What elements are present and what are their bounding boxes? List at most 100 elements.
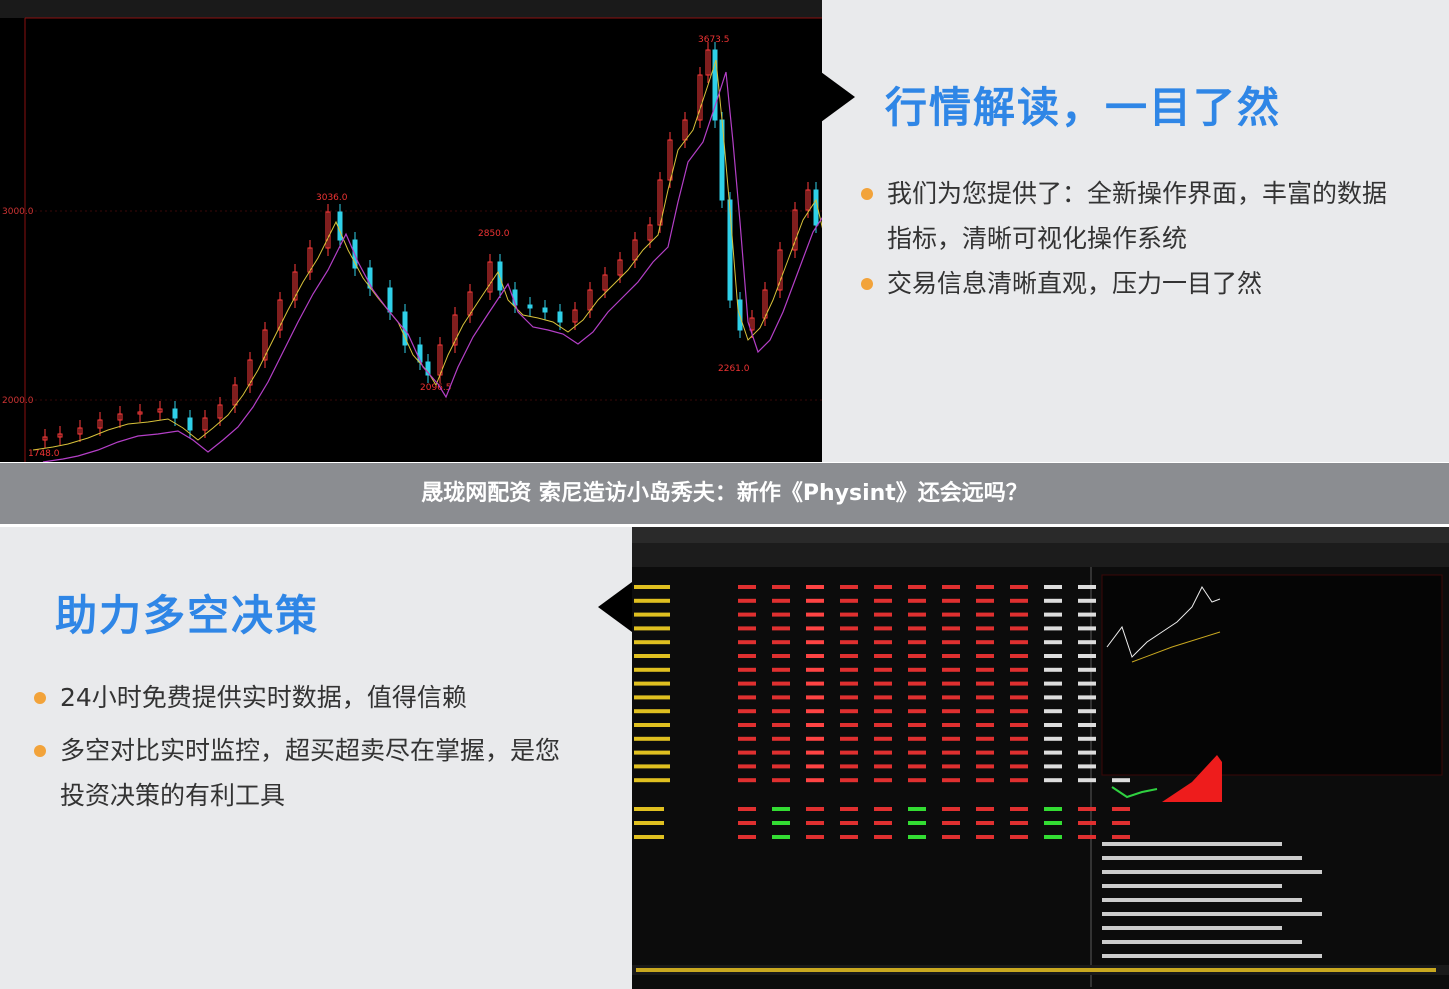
candle-body xyxy=(325,211,331,249)
bullet-text: 我们为您提供了：全新操作界面，丰富的数据 xyxy=(860,171,1387,216)
candle-body xyxy=(157,408,163,413)
cell xyxy=(1044,736,1062,741)
volume-area xyxy=(1162,755,1222,802)
cell xyxy=(1078,835,1096,839)
heading: 助力多空决策 xyxy=(55,591,320,640)
cell xyxy=(874,681,892,686)
cell xyxy=(840,807,858,811)
cell xyxy=(976,612,994,617)
candle-body xyxy=(117,413,123,421)
cell xyxy=(738,835,756,839)
cell xyxy=(840,764,858,769)
candle-body xyxy=(42,436,48,441)
cell xyxy=(1010,778,1028,783)
candle-body xyxy=(247,359,253,386)
cell xyxy=(634,821,664,825)
cell xyxy=(806,640,824,645)
cell xyxy=(806,695,824,700)
cell xyxy=(738,585,756,589)
cell xyxy=(908,821,926,825)
cell xyxy=(772,709,790,714)
cell xyxy=(634,778,670,783)
cell xyxy=(840,640,858,645)
cell xyxy=(1010,612,1028,617)
cell xyxy=(976,585,994,589)
cell xyxy=(772,598,790,603)
cell xyxy=(874,821,892,825)
candle-body xyxy=(387,287,393,313)
cell xyxy=(942,709,960,714)
cell xyxy=(1044,723,1062,727)
cell xyxy=(738,821,756,825)
cell xyxy=(840,585,858,589)
news-line xyxy=(1102,940,1302,944)
cell xyxy=(976,764,994,769)
cell xyxy=(806,723,824,727)
cell xyxy=(942,736,960,741)
cell xyxy=(1078,585,1096,589)
cell xyxy=(1010,835,1028,839)
cell xyxy=(1044,807,1062,811)
candle-body xyxy=(712,49,718,121)
cell xyxy=(738,764,756,769)
cell xyxy=(1010,807,1028,811)
cell xyxy=(772,807,790,811)
news-line xyxy=(1102,884,1282,888)
cell xyxy=(1078,626,1096,631)
cell xyxy=(738,598,756,603)
cell xyxy=(806,807,824,811)
cell xyxy=(634,807,664,811)
cell xyxy=(806,764,824,769)
cell xyxy=(634,585,670,589)
news-line xyxy=(1102,954,1322,958)
cell xyxy=(1010,709,1028,714)
price-line xyxy=(1106,586,1221,658)
cell xyxy=(806,667,824,672)
bullet-text: 指标，清晰可视化操作系统 xyxy=(887,224,1188,253)
cell xyxy=(634,598,670,603)
cell xyxy=(908,626,926,631)
cell xyxy=(908,598,926,603)
cell xyxy=(840,681,858,686)
cell xyxy=(738,667,756,672)
cell xyxy=(634,667,670,672)
cell xyxy=(908,807,926,811)
bullet-text: 多空对比实时监控，超买超卖尽在掌握，是您 xyxy=(33,728,560,773)
cell xyxy=(738,654,756,658)
top-text-panel: 行情解读，一目了然 我们为您提供了：全新操作界面，丰富的数据 指标，清晰可视化操作… xyxy=(821,0,1449,462)
cell xyxy=(840,695,858,700)
candle-body xyxy=(307,247,313,273)
cell xyxy=(840,835,858,839)
cell xyxy=(634,750,670,755)
cell xyxy=(634,681,670,686)
kline-screenshot: 3000.0 2000.0 3673.5 3036.0 2850.0 2096.5 2261… xyxy=(0,0,822,462)
cell xyxy=(1078,654,1096,658)
cell xyxy=(874,667,892,672)
cell xyxy=(976,654,994,658)
cell xyxy=(772,654,790,658)
candle-body xyxy=(452,314,458,346)
cell xyxy=(908,736,926,741)
cell xyxy=(1010,695,1028,700)
bottom-text-panel: 助力多空决策 24小时免费提供实时数据，值得信赖 多空对比实时监控，超买超卖尽在掌… xyxy=(0,527,632,989)
cell xyxy=(874,654,892,658)
cell xyxy=(942,778,960,783)
cell xyxy=(1078,778,1096,783)
cell xyxy=(1010,640,1028,645)
cell xyxy=(1010,764,1028,769)
cell xyxy=(874,640,892,645)
cell xyxy=(874,723,892,727)
cell xyxy=(908,723,926,727)
cell xyxy=(806,709,824,714)
cell xyxy=(806,585,824,589)
cell xyxy=(806,821,824,825)
price-label: 3673.5 xyxy=(698,35,730,45)
candle-body xyxy=(187,417,193,431)
cell xyxy=(840,750,858,755)
cell xyxy=(738,723,756,727)
cell xyxy=(1010,821,1028,825)
cell xyxy=(942,654,960,658)
cell xyxy=(1078,736,1096,741)
cell xyxy=(806,835,824,839)
cell xyxy=(840,626,858,631)
